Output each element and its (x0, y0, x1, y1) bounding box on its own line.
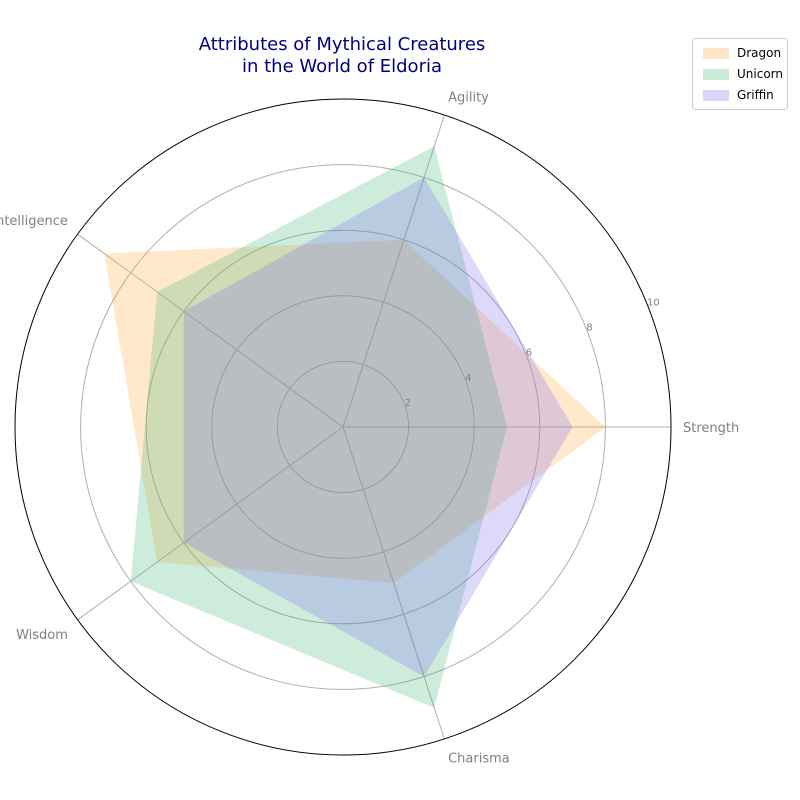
radar-series (104, 146, 606, 708)
legend-label-griffin: Griffin (737, 88, 774, 102)
legend-item-griffin: Griffin (703, 87, 774, 103)
chart-title-line-2: in the World of Eldoria (242, 56, 442, 77)
legend-item-dragon: Dragon (703, 45, 781, 61)
chart-title-line-1: Attributes of Mythical Creatures (199, 34, 486, 55)
series-area-dragon (104, 239, 606, 584)
legend-item-unicorn: Unicorn (703, 66, 783, 82)
spoke-charisma (342, 426, 445, 740)
radar-grid (14, 98, 672, 756)
spoke-intelligence (77, 233, 344, 428)
spoke-wisdom (77, 426, 344, 621)
legend-swatch-unicorn (703, 68, 729, 80)
outer-frame (14, 98, 672, 756)
series-area-unicorn (130, 146, 507, 708)
spoke-agility (342, 114, 445, 428)
legend-label-dragon: Dragon (737, 46, 782, 60)
r-tick-label: 8 (586, 323, 592, 334)
legend-swatch-griffin (703, 89, 729, 101)
legend-swatch-dragon (703, 47, 729, 59)
r-tick-label: 2 (405, 398, 411, 409)
r-tick-label: 6 (526, 348, 532, 359)
axis-label-intelligence: Intelligence (0, 214, 68, 229)
axis-label-wisdom: Wisdom (16, 628, 68, 643)
axis-label-strength: Strength (683, 421, 739, 436)
axis-label-agility: Agility (448, 91, 489, 106)
radar-labels: 2 4 6 8 10 Strength Agility Intelligence Wisdom C… (0, 91, 739, 767)
series-area-griffin (183, 177, 573, 677)
r-tick-label: 4 (465, 373, 471, 384)
legend-label-unicorn: Unicorn (737, 67, 783, 81)
r-tick-label: 10 (647, 298, 660, 309)
axis-label-charisma: Charisma (448, 751, 510, 766)
legend: Dragon Unicorn Griffin (692, 38, 788, 110)
